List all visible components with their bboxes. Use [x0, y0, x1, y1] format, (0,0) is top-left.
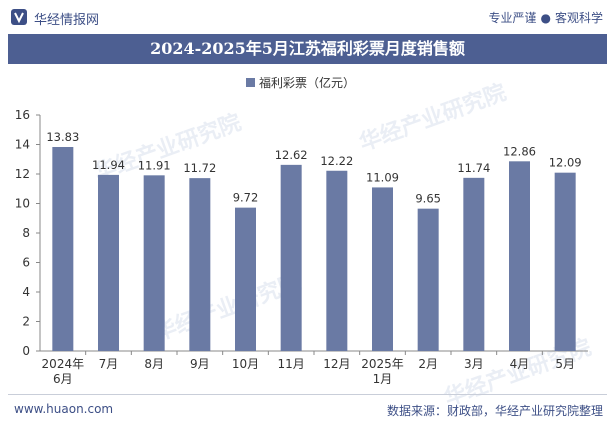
data-label: 12.62 — [275, 148, 308, 162]
slogan-separator-icon: ● — [540, 11, 551, 25]
x-tick-label: 5月 — [555, 357, 575, 371]
legend: 福利彩票（亿元） — [246, 75, 355, 90]
data-label: 11.94 — [92, 158, 125, 172]
data-label: 11.74 — [457, 161, 490, 175]
footer-url: www.huaon.com — [14, 402, 114, 416]
bar — [189, 178, 211, 351]
bar — [463, 177, 485, 351]
title-band: 2024-2025年5月江苏福利彩票月度销售额 — [8, 34, 607, 64]
slogan-left: 专业严谨 — [488, 11, 537, 25]
bar — [509, 161, 530, 351]
bar — [372, 187, 393, 351]
data-label: 11.09 — [366, 170, 399, 184]
data-label: 13.83 — [46, 130, 79, 144]
y-tick-label: 6 — [22, 256, 30, 270]
x-tick-label: 7月 — [99, 357, 119, 371]
site-name: 华经情报网 — [34, 13, 100, 28]
x-tick-label: 3月 — [464, 357, 484, 371]
footer-source: 数据来源：财政部，华经产业研究院整理 — [386, 404, 603, 418]
bar — [143, 175, 165, 351]
bar-chart: 福利彩票（亿元） 0 2 4 6 8 10 12 14 16 13.83 2024年 6月 11.94 7月… — [15, 75, 588, 386]
y-tick-label: 0 — [22, 344, 30, 358]
bar — [326, 170, 348, 351]
data-label: 12.22 — [320, 154, 353, 168]
bar — [235, 207, 256, 351]
y-tick-label: 14 — [15, 138, 30, 152]
x-tick-label: 2月 — [418, 357, 438, 371]
y-tick-label: 16 — [15, 108, 30, 122]
x-tick-label: 2025年 1月 — [361, 357, 404, 386]
bar — [98, 174, 119, 351]
huajing-logo-icon — [11, 9, 27, 25]
data-label: 12.09 — [549, 156, 582, 170]
bar — [554, 172, 576, 351]
x-tick-label: 12月 — [323, 357, 350, 371]
legend-label: 福利彩票（亿元） — [259, 75, 355, 90]
legend-swatch — [246, 78, 255, 87]
bar — [417, 208, 439, 351]
bar — [280, 164, 302, 351]
x-tick-label: 8月 — [144, 357, 164, 371]
data-label: 9.72 — [233, 191, 259, 205]
slogan: 专业严谨 ● 客观科学 — [488, 9, 603, 26]
data-label: 11.72 — [183, 161, 216, 175]
y-tick-label: 10 — [15, 197, 30, 211]
x-tick-label: 10月 — [232, 357, 259, 371]
bar — [52, 147, 74, 351]
x-tick-label: 4月 — [510, 357, 530, 371]
data-label: 11.91 — [138, 158, 171, 172]
data-label: 9.65 — [415, 192, 441, 206]
x-tick-label: 2024年 6月 — [42, 357, 85, 386]
y-tick-label: 2 — [22, 315, 30, 329]
top-bar: 华经情报网 专业严谨 ● 客观科学 — [0, 0, 615, 34]
footer-divider — [8, 394, 607, 395]
data-label: 12.86 — [503, 144, 536, 158]
y-tick-label: 12 — [15, 167, 30, 181]
x-tick-label: 9月 — [190, 357, 210, 371]
slogan-right: 客观科学 — [554, 11, 603, 25]
x-tick-label: 11月 — [278, 357, 305, 371]
chart-title: 2024-2025年5月江苏福利彩票月度销售额 — [150, 39, 465, 58]
y-tick-label: 8 — [22, 226, 30, 240]
y-tick-label: 4 — [22, 285, 30, 299]
